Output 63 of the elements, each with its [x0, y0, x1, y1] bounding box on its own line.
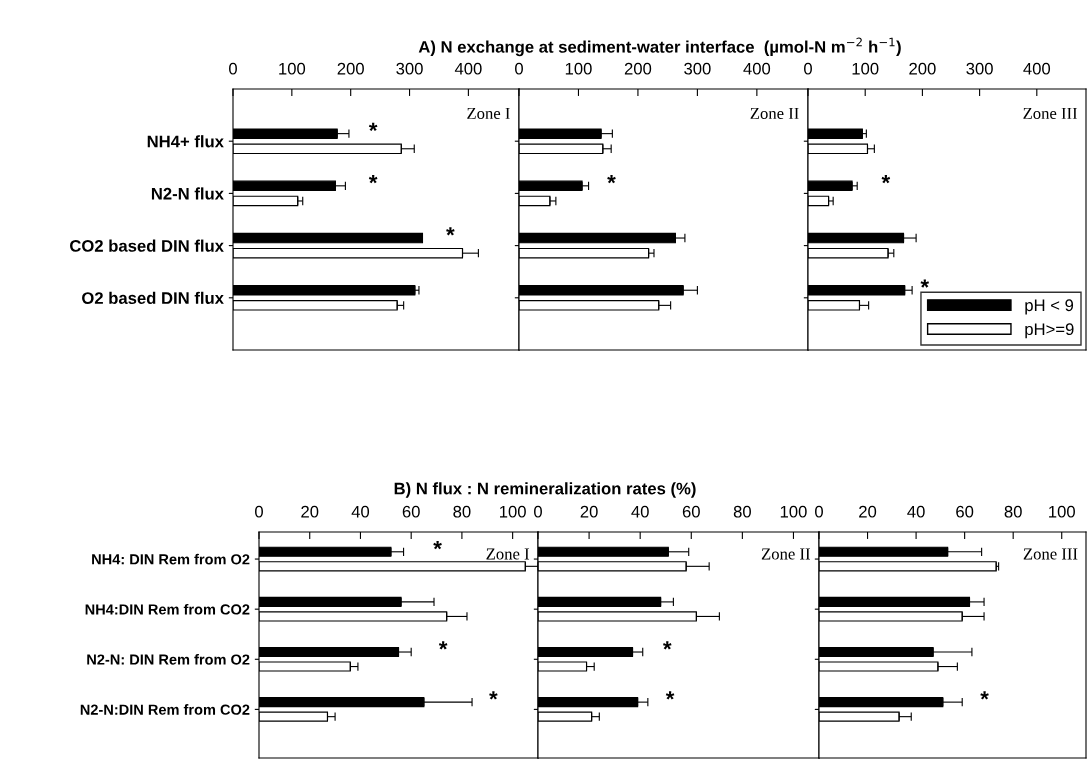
x-tick-label: 0 [229, 62, 237, 75]
y-tick-label: NH4+ flux [147, 135, 224, 148]
annotation: Zone III [1023, 107, 1078, 119]
annotation: Zone II [761, 548, 810, 560]
x-tick-label: 100 [780, 505, 807, 518]
x-tick-label: 200 [624, 62, 652, 75]
x-tick-label: 20 [580, 505, 598, 518]
x-tick-label: 40 [907, 505, 925, 518]
legend-label: pH>=9 [1025, 323, 1074, 339]
x-tick-label: 80 [453, 505, 471, 518]
annotation: Zone III [1023, 548, 1078, 560]
x-tick-label: 0 [534, 505, 542, 518]
y-tick-label: NH4:DIN Rem from CO2 [85, 603, 250, 615]
x-tick-label: 400 [743, 62, 771, 75]
annotation: * [663, 641, 672, 650]
annotation: * [433, 541, 442, 550]
y-tick-label: N2-N:DIN Rem from CO2 [80, 704, 250, 715]
y-tick-label: O2 based DIN flux [82, 291, 224, 304]
annotation: * [920, 279, 930, 288]
x-tick-label: 300 [684, 62, 711, 75]
annotation: * [665, 691, 675, 700]
annotation: * [446, 227, 455, 236]
x-tick-label: 100 [852, 62, 879, 75]
annotation: * [980, 691, 989, 700]
text: A) N exchange at sediment-water interface (µmol-N m$^{−2}$ h$^{−1}$) [418, 37, 901, 57]
annotation: Zone I [486, 548, 530, 560]
x-tick-label: 100 [565, 62, 592, 75]
legend-label: pH < 9 [1025, 299, 1074, 315]
x-tick-label: 20 [301, 505, 319, 518]
y-tick-label: N2-N flux [151, 187, 224, 200]
x-tick-label: 0 [515, 62, 523, 75]
x-tick-label: 40 [631, 505, 649, 518]
annotation: Zone I [467, 107, 510, 119]
x-tick-label: 300 [966, 62, 993, 75]
y-tick-label: CO2 based DIN flux [70, 239, 224, 252]
x-tick-label: 80 [1004, 505, 1022, 518]
x-tick-label: 0 [804, 62, 812, 75]
x-tick-label: 60 [956, 505, 974, 518]
x-tick-label: 100 [1049, 505, 1075, 518]
y-tick-label: NH4: DIN Rem from O2 [92, 553, 250, 565]
x-tick-label: 200 [337, 62, 364, 75]
x-tick-label: 400 [454, 62, 482, 75]
x-tick-label: 40 [351, 505, 370, 518]
annotation: * [368, 122, 378, 132]
x-tick-label: 20 [859, 505, 877, 518]
annotation: * [881, 174, 891, 184]
annotation: * [368, 174, 378, 184]
annotation: Zone II [750, 107, 799, 119]
x-tick-label: 60 [682, 505, 700, 518]
x-tick-label: 80 [733, 505, 751, 518]
x-tick-label: 60 [402, 505, 420, 518]
chart-title: B) N flux : N remineralization rates (%) [394, 482, 696, 498]
x-tick-label: 100 [500, 505, 526, 518]
x-tick-label: 0 [815, 505, 823, 518]
x-tick-label: 100 [279, 62, 306, 75]
annotation: * [438, 641, 448, 650]
x-tick-label: 400 [1023, 62, 1051, 75]
x-tick-label: 0 [255, 505, 263, 518]
x-tick-label: 300 [396, 62, 423, 75]
annotation: * [607, 174, 616, 184]
y-tick-label: N2-N: DIN Rem from O2 [87, 654, 250, 665]
annotation: * [489, 691, 498, 700]
x-tick-label: 200 [909, 62, 936, 75]
